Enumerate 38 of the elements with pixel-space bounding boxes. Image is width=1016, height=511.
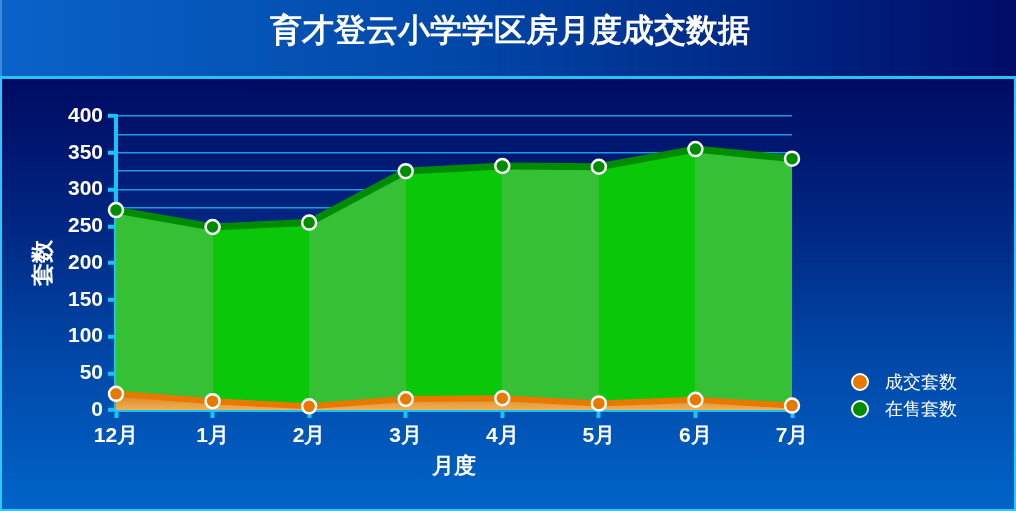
y-tick-label: 150 (67, 286, 103, 310)
y-tick-label: 200 (67, 249, 103, 273)
point (590, 395, 608, 412)
legend-label: 成交套数 (885, 370, 957, 393)
y-tick-label: 350 (67, 139, 103, 163)
chart-title: 育才登云小学学区房月度成交数据 (269, 10, 751, 50)
point (687, 140, 704, 158)
y-tick-label: 300 (67, 176, 103, 200)
point (397, 390, 414, 408)
x-tick-label: 2月 (292, 423, 326, 447)
x-tick-label: 6月 (679, 423, 712, 447)
legend-label: 在售套数 (885, 397, 957, 420)
point (300, 214, 318, 231)
x-tick-label: 1月 (196, 423, 229, 447)
point (687, 391, 704, 408)
point (783, 397, 801, 414)
x-tick-label: 4月 (485, 423, 519, 447)
point (300, 398, 318, 415)
point (494, 157, 511, 175)
point (590, 158, 608, 175)
y-axis-title: 套数 (29, 239, 56, 287)
y-tick-label: 100 (67, 323, 103, 347)
point (494, 389, 511, 407)
point (783, 150, 801, 167)
point (204, 392, 221, 410)
x-axis-title: 月度 (431, 452, 476, 478)
y-tick-label: 50 (79, 360, 103, 384)
x-tick-label: 12月 (93, 423, 139, 447)
x-tick-label: 5月 (582, 423, 616, 447)
point (107, 385, 125, 403)
point (397, 162, 414, 180)
x-tick-label: 7月 (775, 423, 809, 447)
y-tick-label: 250 (67, 213, 103, 237)
point (204, 218, 221, 236)
y-tick-label: 0 (91, 396, 103, 420)
x-tick-label: 3月 (389, 423, 423, 447)
point (107, 201, 125, 219)
y-tick-label: 400 (67, 102, 103, 126)
